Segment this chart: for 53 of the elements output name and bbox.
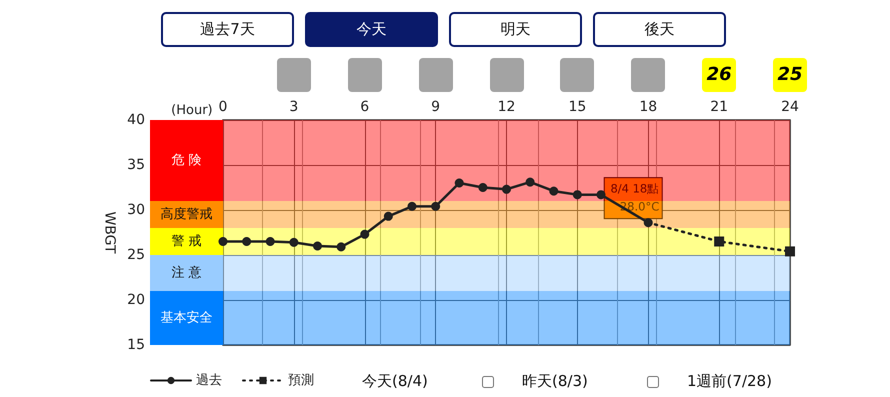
- point: [714, 236, 724, 246]
- point: [549, 186, 558, 196]
- y-tick-label: 25: [127, 247, 145, 263]
- x-tick-label: 6: [360, 99, 370, 115]
- band-label: 注 意: [171, 266, 202, 280]
- point: [431, 202, 440, 211]
- y-tick-label: 20: [127, 292, 145, 308]
- text: 明天: [449, 12, 582, 47]
- point: [218, 237, 228, 246]
- y-tick-label: 40: [127, 112, 145, 128]
- point: [596, 190, 606, 200]
- x-axis-title: (Hour): [171, 103, 213, 118]
- point: [313, 242, 322, 250]
- point: [266, 237, 275, 246]
- band-label: 基本安全: [160, 310, 212, 326]
- text: 昨天(8/3): [522, 372, 588, 391]
- point: [502, 184, 511, 194]
- point: [289, 238, 298, 247]
- y-tick-label: 30: [127, 202, 145, 218]
- band-label: 高度警戒: [160, 206, 212, 222]
- point: [242, 237, 252, 246]
- text: 26: [702, 58, 736, 92]
- y-tick-label: 15: [127, 337, 145, 353]
- point: [360, 230, 370, 239]
- point: [526, 178, 535, 187]
- point: [384, 212, 393, 221]
- text: 過去7天: [161, 12, 294, 47]
- text: 1週前(7/28): [687, 372, 772, 391]
- x-tick-label: 15: [568, 99, 586, 115]
- x-tick-label: 12: [498, 99, 516, 115]
- x-tick-label: 21: [710, 99, 728, 115]
- text: 25: [773, 58, 807, 92]
- point: [454, 178, 464, 188]
- point: [572, 190, 582, 200]
- band-label: 危 険: [171, 153, 202, 168]
- legend-label: 預測: [288, 373, 314, 388]
- y-tick-label: 35: [127, 157, 145, 173]
- y-axis-title: WBGT: [101, 211, 118, 254]
- point: [785, 246, 795, 256]
- text: 今天: [305, 12, 438, 47]
- x-tick-label: 9: [431, 99, 440, 115]
- annotation: 8/4 18點 28.0°C: [610, 182, 660, 214]
- x-tick-label: 18: [639, 99, 658, 115]
- text: 後天: [593, 12, 726, 47]
- band-label: 警 戒: [171, 234, 202, 249]
- point: [478, 183, 488, 192]
- point: [336, 242, 346, 252]
- text: 今天(8/4): [362, 372, 428, 391]
- legend-label: 過去: [196, 373, 222, 388]
- x-tick-label: 24: [781, 99, 799, 115]
- x-tick-label: 3: [289, 99, 298, 115]
- x-tick-label: 0: [218, 99, 228, 115]
- point: [408, 202, 416, 211]
